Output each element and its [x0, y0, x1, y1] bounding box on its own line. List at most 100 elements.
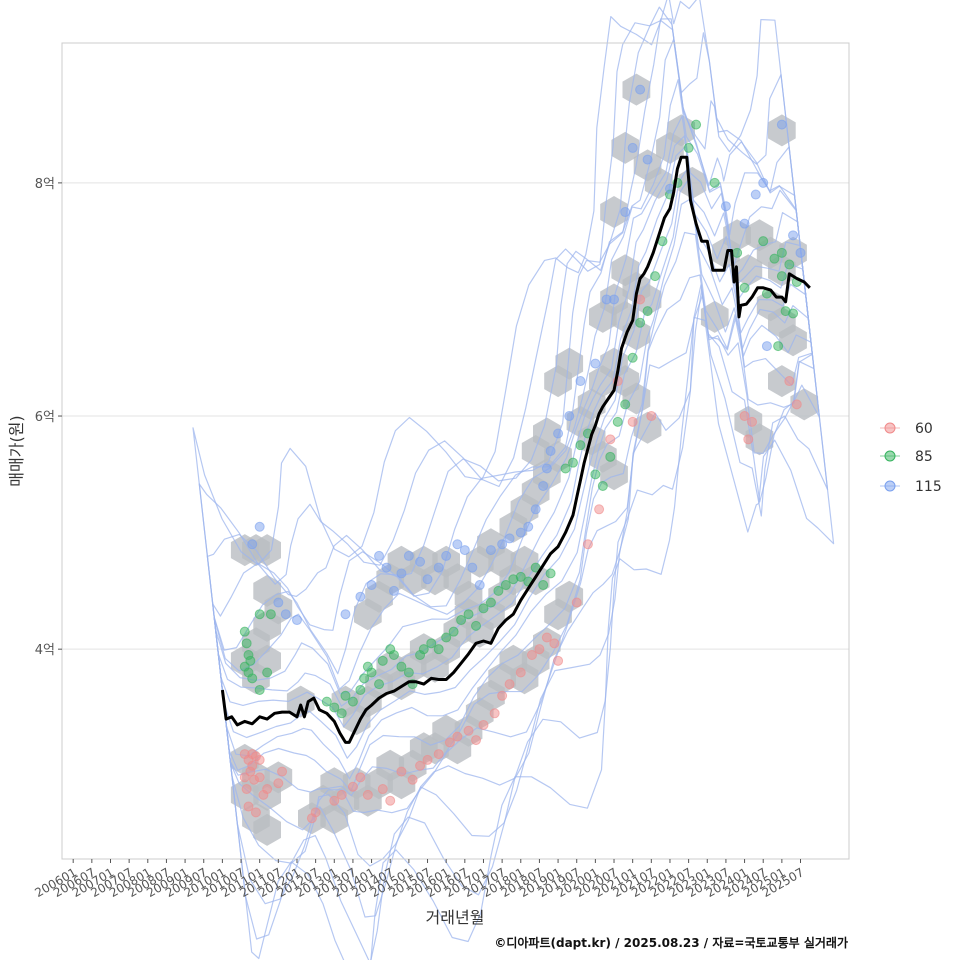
- point-115: [620, 207, 631, 218]
- point-85: [560, 463, 571, 474]
- point-85: [605, 451, 616, 462]
- point-85: [567, 457, 578, 468]
- point-60: [422, 754, 433, 765]
- point-60: [277, 766, 288, 777]
- point-115: [366, 580, 377, 591]
- point-60: [582, 539, 593, 550]
- point-115: [590, 358, 601, 369]
- legend-label-85: 85: [915, 449, 933, 465]
- point-115: [355, 591, 366, 602]
- point-85: [545, 568, 556, 579]
- point-60: [526, 650, 537, 660]
- point-60: [784, 376, 795, 387]
- point-115: [739, 218, 750, 229]
- point-85: [538, 580, 549, 591]
- point-85: [612, 416, 623, 427]
- point-85: [784, 259, 795, 270]
- point-60: [310, 807, 321, 818]
- point-115: [609, 294, 620, 305]
- point-85: [732, 247, 743, 258]
- hexbin-cell: [488, 545, 516, 578]
- hexbin-cell: [533, 417, 561, 450]
- point-85: [590, 469, 601, 480]
- legend: 60 85 115: [880, 421, 942, 495]
- point-85: [265, 609, 276, 620]
- source-caption: ©디아파트(dapt.kr) / 2025.08.23 / 자료=국토교통부 실…: [494, 935, 848, 950]
- point-115: [441, 550, 452, 561]
- point-60: [463, 725, 474, 736]
- point-115: [452, 539, 463, 550]
- legend-swatch-115: [884, 480, 896, 492]
- point-60: [355, 772, 366, 783]
- y-axis-title: 매매가(원): [7, 415, 26, 486]
- point-85: [262, 667, 273, 678]
- point-85: [403, 667, 414, 678]
- legend-label-60: 60: [915, 421, 933, 437]
- point-60: [250, 807, 261, 818]
- point-115: [381, 562, 392, 573]
- point-60: [515, 667, 526, 678]
- point-60: [452, 731, 463, 742]
- point-85: [321, 696, 332, 707]
- point-85: [471, 620, 482, 631]
- hexbin-cell: [253, 534, 281, 567]
- point-60: [377, 784, 388, 795]
- point-85: [620, 399, 631, 410]
- point-60: [791, 399, 802, 410]
- point-115: [247, 539, 258, 550]
- point-85: [441, 632, 452, 643]
- median-line-layer: [220, 155, 811, 744]
- point-60: [241, 784, 252, 795]
- point-60: [433, 749, 444, 760]
- point-60: [553, 655, 564, 666]
- point-115: [497, 539, 508, 550]
- hexbin-cell: [779, 324, 807, 357]
- point-115: [254, 521, 265, 532]
- point-85: [433, 644, 444, 655]
- point-85: [709, 177, 720, 188]
- point-85: [758, 236, 769, 247]
- point-115: [523, 521, 534, 532]
- point-115: [415, 556, 426, 567]
- point-85: [597, 480, 608, 491]
- scatter-points: [239, 84, 806, 824]
- density-contour: [192, 0, 835, 960]
- point-115: [575, 376, 586, 387]
- hexbin-cell: [678, 166, 707, 199]
- point-85: [769, 253, 780, 264]
- point-85: [254, 684, 265, 695]
- point-115: [758, 177, 769, 188]
- point-60: [347, 781, 358, 792]
- point-60: [273, 778, 284, 789]
- legend-item-85: 85: [880, 449, 933, 465]
- point-85: [739, 282, 750, 293]
- point-115: [776, 119, 787, 130]
- point-60: [336, 789, 347, 800]
- point-115: [795, 247, 806, 258]
- point-115: [515, 527, 526, 538]
- point-115: [635, 84, 646, 95]
- point-60: [415, 760, 426, 771]
- point-60: [362, 789, 373, 800]
- point-60: [247, 760, 258, 771]
- point-115: [553, 428, 564, 439]
- point-115: [530, 504, 541, 515]
- point-85: [642, 306, 653, 317]
- point-115: [564, 411, 575, 422]
- point-60: [571, 597, 582, 608]
- point-60: [646, 411, 657, 422]
- point-85: [773, 341, 784, 352]
- legend-label-115: 115: [915, 479, 942, 495]
- point-60: [258, 789, 269, 800]
- point-85: [575, 440, 586, 451]
- point-115: [504, 533, 515, 544]
- y-tick-label: 6억: [35, 410, 55, 425]
- hexbin-cell: [633, 283, 662, 316]
- point-85: [347, 696, 358, 707]
- point-115: [403, 550, 414, 561]
- point-85: [485, 597, 496, 608]
- panel-border: [61, 42, 850, 860]
- point-115: [273, 597, 284, 608]
- point-85: [377, 655, 388, 666]
- legend-item-115: 115: [880, 479, 942, 495]
